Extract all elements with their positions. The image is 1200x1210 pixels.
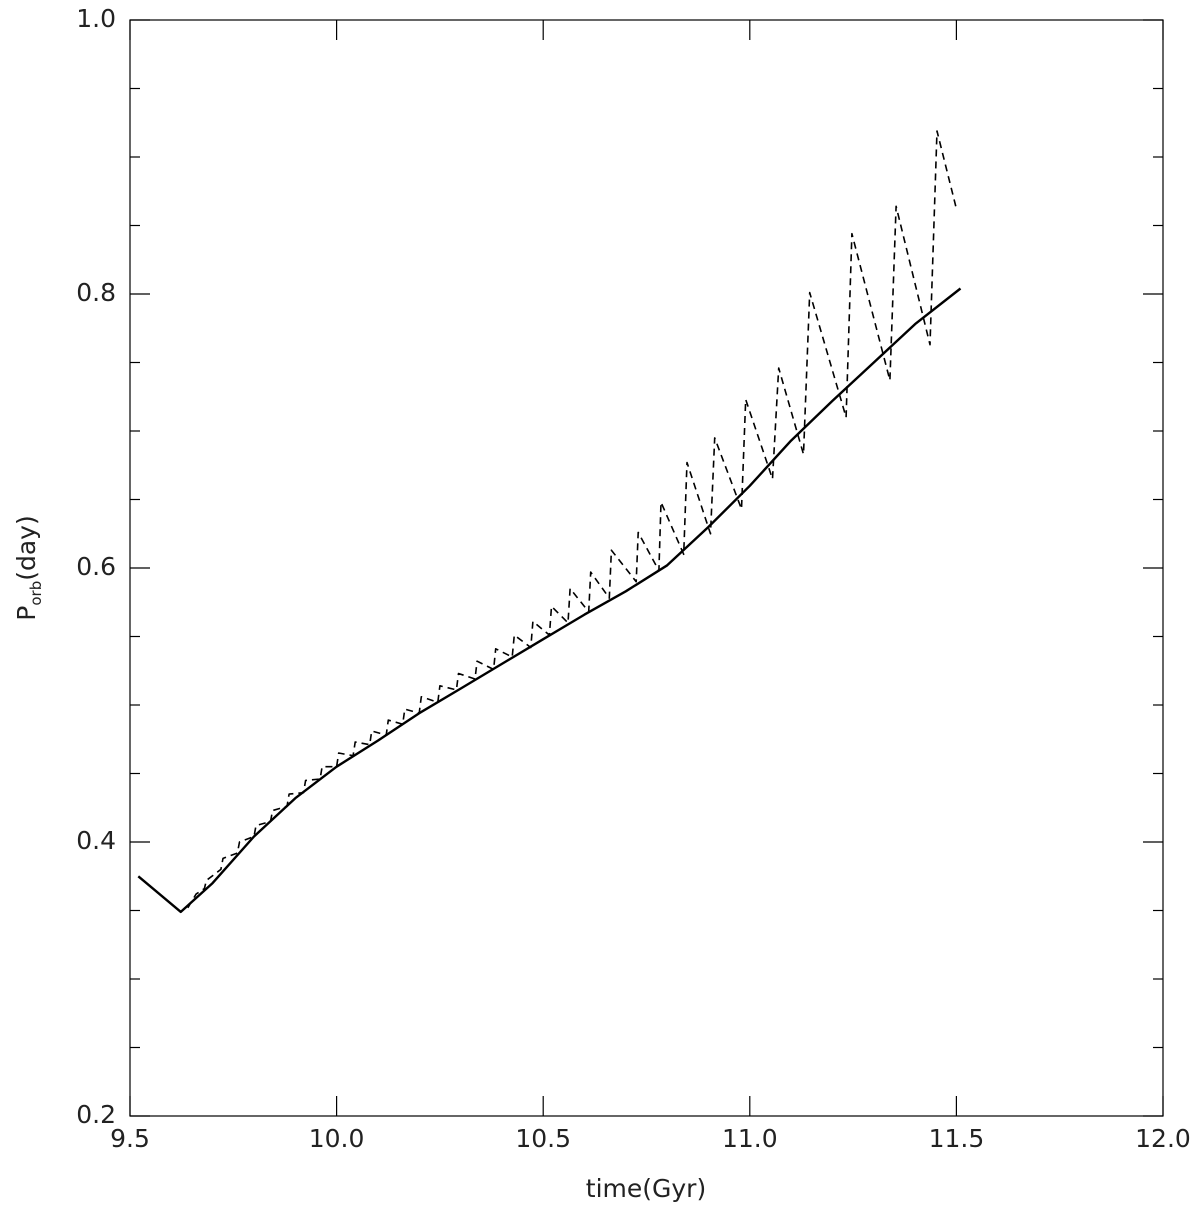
solid-line (137, 287, 962, 914)
x-tick-label: 9.5 (110, 1124, 150, 1153)
x-tick-label: 10.5 (515, 1124, 571, 1153)
plot-frame (129, 19, 1164, 1117)
x-tick-label: 12.0 (1135, 1124, 1191, 1153)
y-tick-label: 0.8 (76, 278, 116, 307)
y-tick-label: 0.4 (76, 826, 116, 855)
y-axis-label: Porb(day) (12, 515, 45, 620)
x-tick-label: 11.0 (722, 1124, 778, 1153)
y-tick-label: 0.6 (76, 552, 116, 581)
x-axis-label: time(Gyr) (586, 1174, 706, 1203)
y-label-suffix: (day) (12, 515, 41, 581)
y-tick-label: 0.2 (76, 1100, 116, 1129)
dashed-line (187, 130, 958, 909)
x-tick-label: 11.5 (929, 1124, 985, 1153)
x-tick-label: 10.0 (309, 1124, 365, 1153)
y-label-sub: orb (27, 581, 45, 606)
y-tick-label: 1.0 (76, 4, 116, 33)
y-label-main: P (12, 606, 41, 621)
